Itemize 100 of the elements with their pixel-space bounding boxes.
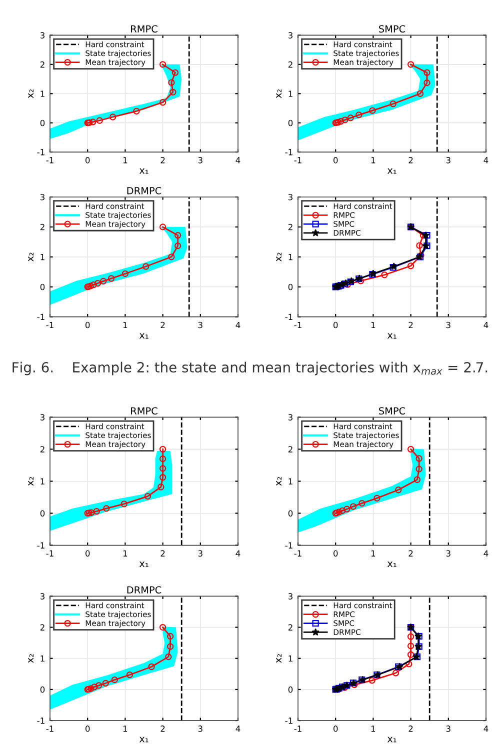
y-tick-label: 1 [288, 478, 292, 484]
x-tick-label: 3 [198, 550, 202, 557]
y-tick-label: -1 [285, 149, 292, 156]
x-tick-label: 1 [371, 157, 376, 164]
chart-title: DRMPC [127, 586, 162, 594]
x-tick-label: 3 [198, 726, 202, 732]
y-tick-label: 0 [40, 120, 45, 126]
y-tick-label: 0 [288, 510, 293, 517]
x-tick-label: 4 [484, 157, 488, 164]
x-tick-label: -1 [46, 157, 54, 164]
x-tick-label: 2 [160, 157, 165, 164]
x-tick-label: 0 [334, 550, 338, 557]
x-tick-label: 3 [446, 157, 450, 164]
y-tick-label: 2 [288, 61, 292, 68]
x-tick-label: 1 [371, 322, 376, 328]
y-axis-title: x₂ [276, 477, 282, 486]
x-tick-label: 2 [160, 322, 165, 328]
x-axis-title: x₁ [139, 562, 148, 568]
x-axis-title: x₁ [139, 736, 148, 742]
x-tick-label: 2 [408, 550, 413, 556]
y-tick-label: 0 [288, 284, 293, 290]
y-axis-title: x₂ [28, 89, 34, 98]
y-tick-label: 2 [40, 446, 44, 452]
x-tick-label: -1 [294, 550, 302, 556]
x-tick-label: 2 [160, 726, 165, 732]
y-axis-title: x₂ [276, 252, 282, 262]
x-axis-title: x₁ [387, 168, 396, 174]
x-tick-label: 3 [198, 322, 202, 328]
y-tick-label: 1 [288, 254, 292, 260]
x-tick-label: 3 [446, 726, 450, 732]
x-tick-label: -1 [294, 157, 302, 164]
y-tick-label: 0 [288, 120, 293, 126]
x-tick-label: 3 [446, 322, 450, 328]
x-tick-label: 4 [484, 726, 488, 732]
y-tick-label: -1 [37, 149, 44, 156]
y-tick-label: 1 [40, 254, 44, 260]
y-tick-label: 1 [288, 90, 292, 97]
x-tick-label: 2 [408, 157, 413, 164]
y-tick-label: 2 [288, 624, 292, 630]
y-tick-label: -1 [37, 718, 44, 724]
y-tick-label: 1 [40, 90, 44, 97]
y-tick-label: 3 [40, 194, 44, 200]
x-tick-label: 1 [123, 157, 128, 164]
x-tick-label: 2 [408, 726, 413, 732]
x-tick-label: -1 [46, 550, 54, 556]
y-tick-label: 3 [40, 593, 44, 600]
y-tick-label: -1 [37, 314, 44, 320]
y-axis-title: x₂ [28, 252, 34, 262]
y-tick-label: -1 [37, 542, 44, 548]
y-tick-label: 2 [40, 624, 44, 630]
x-tick-label: 3 [198, 157, 202, 164]
y-tick-label: 2 [40, 61, 44, 68]
y-tick-label: 0 [40, 284, 45, 290]
x-axis-title: x₁ [387, 562, 396, 568]
y-tick-label: 0 [288, 686, 293, 693]
y-tick-label: 3 [40, 32, 44, 38]
y-tick-label: 1 [40, 478, 44, 484]
x-tick-label: 4 [236, 550, 240, 556]
caption: Fig. 6. Example 2: the state and mean trajectories with x$_{max}$ = 2.7. [12, 362, 488, 376]
x-tick-label: 4 [236, 726, 240, 732]
x-tick-label: 4 [484, 550, 488, 556]
y-tick-label: 0 [40, 686, 45, 693]
x-tick-label: -1 [46, 726, 54, 732]
x-tick-label: 0 [334, 322, 338, 328]
x-tick-label: 4 [484, 322, 488, 328]
x-tick-label: 0 [334, 726, 338, 732]
x-axis-title: x₁ [387, 333, 396, 339]
x-tick-label: 0 [334, 157, 338, 164]
y-tick-label: -1 [285, 718, 292, 724]
y-tick-label: -1 [285, 542, 292, 548]
x-tick-label: 0 [86, 726, 90, 732]
x-tick-label: -1 [46, 322, 54, 328]
y-tick-label: 0 [40, 510, 45, 517]
y-axis-title: x₂ [28, 477, 34, 486]
x-tick-label: -1 [294, 322, 302, 328]
x-tick-label: 2 [160, 550, 165, 556]
chart-title: RMPC [131, 25, 158, 33]
x-axis-title: x₁ [387, 736, 396, 742]
x-tick-label: 0 [86, 322, 90, 328]
y-tick-label: 2 [40, 224, 44, 230]
y-tick-label: 3 [40, 414, 44, 420]
x-tick-label: 0 [86, 157, 90, 164]
x-tick-label: 2 [408, 322, 413, 328]
y-axis-title: x₂ [28, 654, 34, 663]
y-tick-label: -1 [285, 314, 292, 320]
chart-title: DRMPC [127, 186, 162, 194]
y-tick-label: 1 [288, 655, 292, 662]
x-axis-title: x₁ [139, 168, 148, 174]
x-tick-label: 1 [123, 726, 128, 732]
y-tick-label: 3 [288, 593, 292, 600]
x-tick-label: 4 [236, 157, 240, 164]
x-tick-label: -1 [294, 726, 302, 732]
x-tick-label: 0 [86, 550, 90, 557]
y-tick-label: 1 [40, 655, 44, 662]
y-tick-label: 2 [288, 446, 292, 452]
x-tick-label: 1 [371, 550, 376, 556]
y-tick-label: 3 [288, 32, 292, 38]
chart-title: SMPC [379, 25, 406, 33]
y-axis-title: x₂ [276, 89, 282, 98]
chart-title: SMPC [379, 407, 406, 415]
